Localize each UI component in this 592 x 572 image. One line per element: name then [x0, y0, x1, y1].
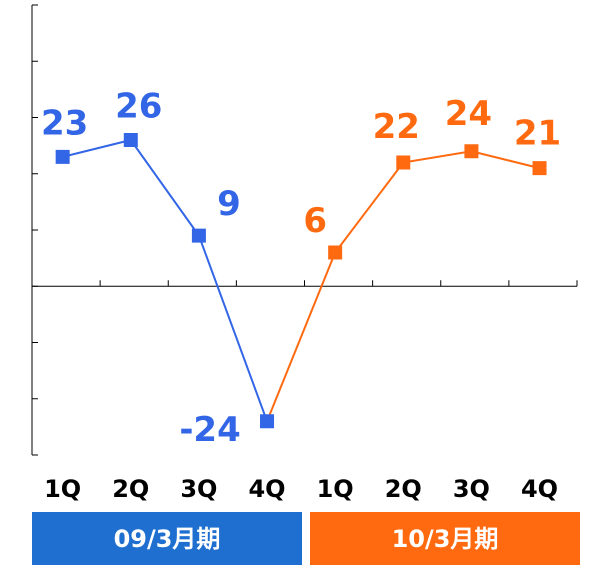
point — [55, 149, 70, 164]
connector — [266, 252, 337, 422]
group-label: 09/3月期 — [114, 525, 221, 553]
x-tick-label: 1Q — [44, 475, 81, 503]
point — [328, 245, 343, 260]
data-label: 22 — [373, 107, 420, 147]
group-box — [310, 512, 580, 565]
point — [123, 133, 138, 147]
x-tick-label: 3Q — [180, 475, 217, 503]
x-tick-label: 1Q — [317, 475, 354, 503]
group-label: 10/3月期 — [392, 525, 499, 553]
data-label: 23 — [41, 103, 88, 143]
point — [532, 161, 547, 176]
point — [191, 228, 206, 243]
x-tick-label: 4Q — [521, 475, 558, 503]
point — [464, 144, 479, 159]
x-tick-label: 2Q — [112, 475, 149, 503]
data-label: 21 — [514, 114, 561, 154]
x-tick-label: 3Q — [453, 475, 490, 503]
point — [260, 414, 275, 429]
x-tick-label: 2Q — [385, 475, 422, 503]
data-label: 24 — [445, 94, 492, 134]
series-line — [334, 150, 540, 254]
data-label: 26 — [115, 87, 162, 127]
data-label: 9 — [217, 184, 241, 224]
series-line — [62, 138, 268, 422]
data-label: -24 — [179, 410, 240, 450]
point — [396, 155, 411, 170]
data-label: 6 — [303, 201, 327, 241]
x-tick-label: 4Q — [248, 475, 285, 503]
group-box — [32, 512, 302, 565]
